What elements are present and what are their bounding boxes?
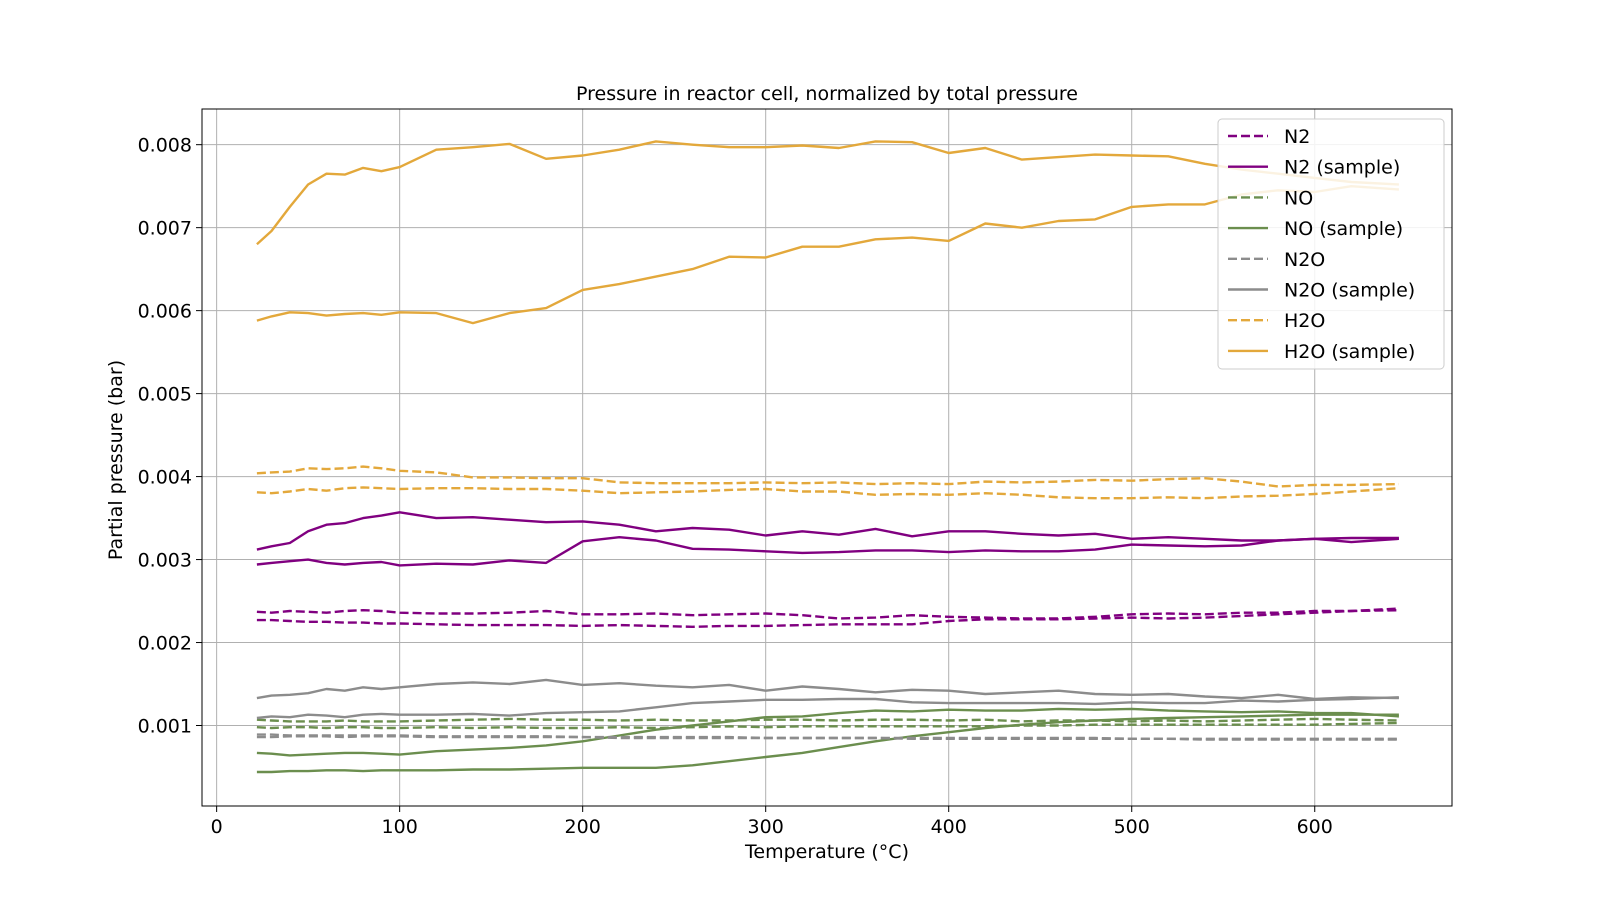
y-axis: 0.001 0.002 0.003 0.004 0.005 0.006 0.007 0.008	[138, 135, 202, 738]
legend-label: H2O	[1284, 310, 1325, 332]
y-tick-label: 0.005	[138, 384, 192, 406]
legend-label: N2	[1284, 126, 1310, 148]
x-tick-label: 400	[931, 816, 967, 838]
y-tick-label: 0.008	[138, 135, 192, 157]
series-line-n2-reference	[256, 609, 1399, 628]
x-tick-label: 100	[382, 816, 418, 838]
chart-title: Pressure in reactor cell, normalized by …	[576, 83, 1078, 105]
x-axis-label: Temperature (°C)	[744, 841, 909, 863]
x-tick-label: 200	[565, 816, 601, 838]
series-line-no-sample	[256, 707, 1399, 757]
x-tick-label: 600	[1297, 816, 1333, 838]
legend: N2 N2 (sample) NO NO (sample) N2O N2O (sample…	[1217, 118, 1445, 370]
series-line-no-reference	[256, 721, 1399, 730]
series-line-n2-reference	[256, 607, 1399, 620]
x-axis: 0 100 200 300 400 500 600	[211, 806, 1333, 838]
series-line-h2o-reference	[256, 486, 1399, 500]
y-tick-label: 0.004	[138, 467, 192, 489]
series-line-n2-sample	[256, 536, 1399, 567]
y-tick-label: 0.006	[138, 301, 192, 323]
legend-label: NO	[1284, 187, 1313, 209]
series-line-n2o-sample	[256, 696, 1399, 720]
series-line-n2o-sample	[256, 678, 1399, 701]
plot-frame	[201, 108, 1453, 807]
grid	[202, 109, 1452, 806]
y-tick-label: 0.007	[138, 218, 192, 240]
series-line-h2o-sample	[256, 140, 1399, 246]
legend-label: N2O (sample)	[1284, 280, 1415, 302]
x-tick-label: 500	[1114, 816, 1150, 838]
series-layer	[256, 140, 1399, 774]
legend-label: N2 (sample)	[1284, 157, 1400, 179]
y-axis-label: Partial pressure (bar)	[105, 360, 127, 560]
x-tick-label: 0	[211, 816, 223, 838]
series-line-h2o-sample	[256, 184, 1399, 325]
legend-label: H2O (sample)	[1284, 341, 1415, 363]
series-line-no-reference	[256, 717, 1399, 723]
legend-label: NO (sample)	[1284, 218, 1403, 240]
y-tick-label: 0.001	[138, 716, 192, 738]
y-tick-label: 0.003	[138, 550, 192, 572]
series-line-no-sample	[256, 713, 1399, 774]
series-line-n2o-reference	[256, 735, 1399, 741]
legend-label: N2O	[1284, 249, 1325, 271]
series-line-n2-sample	[256, 511, 1399, 551]
legend-box	[1217, 118, 1445, 370]
x-tick-label: 300	[748, 816, 784, 838]
y-tick-label: 0.002	[138, 633, 192, 655]
